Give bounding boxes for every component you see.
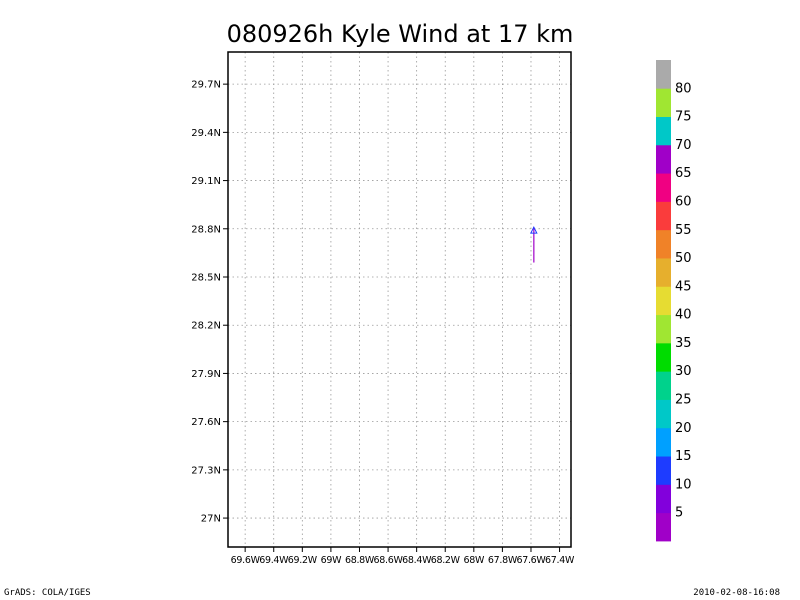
x-tick-label: 68.6W	[374, 555, 404, 566]
x-tick-label: 69.4W	[259, 555, 289, 566]
colorbar-label: 60	[675, 194, 692, 209]
colorbar-swatch	[656, 229, 671, 259]
x-tick-label: 68.4W	[402, 555, 432, 566]
colorbar-swatch	[656, 144, 671, 174]
x-tick-label: 67.4W	[545, 555, 575, 566]
colorbar-swatch	[656, 173, 671, 202]
x-tick-label: 68.8W	[345, 555, 375, 566]
colorbar-label: 55	[675, 223, 692, 238]
x-tick-label: 68W	[464, 555, 485, 566]
colorbar-swatch	[656, 286, 671, 316]
y-tick-label: 29.1N	[191, 176, 221, 187]
storm-track	[530, 226, 538, 263]
x-tick-label: 69.6W	[231, 555, 261, 566]
y-tick-label: 27.9N	[191, 369, 221, 380]
colorbar-label: 25	[675, 393, 692, 408]
x-tick-label: 69W	[321, 555, 342, 566]
x-tick-label: 69.2W	[288, 555, 318, 566]
chart-title: 080926h Kyle Wind at 17 km	[227, 20, 574, 48]
x-axis-ticks: 69.6W 69.4W 69.2W 69W 68.8W 68.6W 68.4W 68.2W 68…	[231, 547, 575, 566]
colorbar-label: 50	[675, 251, 692, 266]
colorbar-label: 10	[675, 477, 692, 492]
colorbar-label: 70	[675, 138, 692, 153]
colorbar-swatch	[656, 88, 671, 117]
colorbar: 5 10 15 20 25 30 35 40 45 50 55 60 65 70 75 80	[656, 60, 692, 542]
colorbar-label: 5	[675, 506, 683, 521]
grid	[228, 52, 571, 547]
y-tick-label: 27.6N	[191, 417, 221, 428]
x-tick-label: 67.6W	[516, 555, 546, 566]
colorbar-swatch	[656, 116, 671, 146]
y-tick-label: 28.2N	[191, 321, 221, 332]
colorbar-swatch	[656, 427, 671, 457]
colorbar-label: 30	[675, 364, 692, 379]
y-tick-label: 28.8N	[191, 224, 221, 235]
colorbar-label: 35	[675, 336, 692, 351]
y-tick-label: 28.5N	[191, 273, 221, 284]
x-tick-label: 68.2W	[431, 555, 461, 566]
y-axis-ticks: 27N 27.3N 27.6N 27.9N 28.2N 28.5N 28.8N 29.1N 29…	[191, 80, 228, 525]
colorbar-label: 20	[675, 421, 692, 436]
colorbar-swatch	[656, 399, 671, 429]
colorbar-label: 80	[675, 81, 692, 96]
y-tick-label: 27.3N	[191, 465, 221, 476]
footer-timestamp: 2010-02-08-16:08	[693, 588, 780, 598]
track-arrowhead	[530, 226, 538, 234]
y-tick-label: 29.7N	[191, 80, 221, 91]
footer-credit: GrADS: COLA/IGES	[4, 588, 91, 598]
colorbar-label: 40	[675, 308, 692, 323]
colorbar-label: 15	[675, 449, 692, 464]
x-tick-label: 67.8W	[488, 555, 518, 566]
colorbar-swatch	[656, 484, 671, 514]
colorbar-swatch	[656, 512, 671, 542]
colorbar-label: 65	[675, 166, 692, 181]
y-tick-label: 29.4N	[191, 128, 221, 139]
colorbar-swatch	[656, 371, 671, 400]
colorbar-swatch	[656, 60, 671, 89]
colorbar-swatch	[656, 258, 671, 287]
y-tick-label: 27N	[201, 514, 221, 525]
colorbar-swatch	[656, 201, 671, 231]
colorbar-label: 75	[675, 110, 692, 125]
colorbar-label: 45	[675, 279, 692, 294]
plot-frame	[227, 51, 572, 548]
colorbar-swatch	[656, 456, 671, 485]
colorbar-swatch	[656, 314, 671, 344]
colorbar-swatch	[656, 342, 671, 372]
